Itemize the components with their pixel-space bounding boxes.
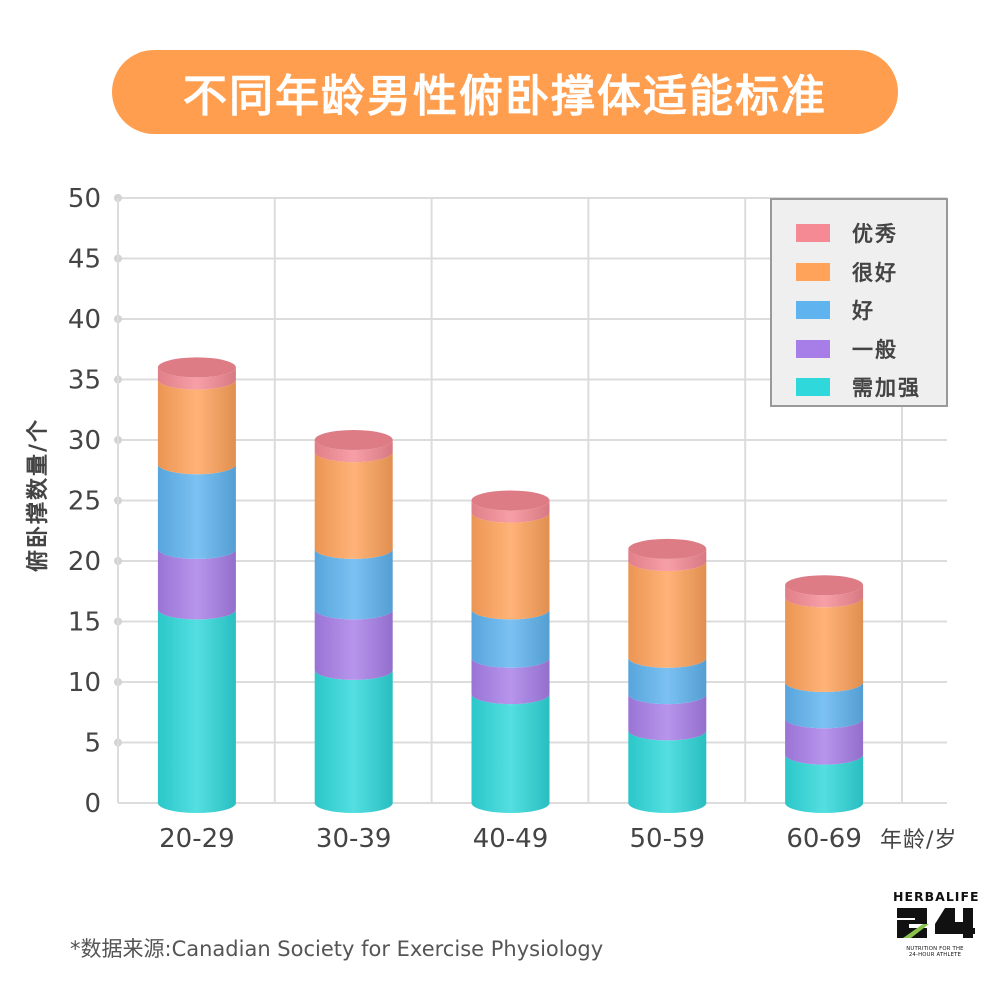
y-axis-ticks: 0 5 10 15 20 25 30 35 40 45 50 (68, 184, 101, 819)
bar-cap (157, 357, 236, 378)
y-tick-label: 50 (68, 184, 101, 214)
bar-cap (471, 490, 550, 511)
legend-label: 很好 (852, 260, 898, 285)
bar-segment-好 (628, 657, 707, 705)
bars (157, 357, 864, 813)
bar-segment-一般 (314, 609, 393, 680)
legend-swatch (796, 301, 830, 320)
bar-segment-很好 (157, 379, 236, 475)
legend-label: 需加强 (852, 376, 921, 401)
legend-label: 好 (852, 299, 875, 324)
bar-segment-好 (785, 682, 864, 729)
bar-segment-优秀 (157, 367, 236, 390)
herbalife24-logo: HERBALIFE NUTRITION FOR THE 24-HOUR ATHL… (893, 889, 980, 959)
x-axis-title: 年龄/岁 (880, 828, 957, 853)
legend-item: 一般 (796, 330, 946, 369)
bar-segment-优秀 (314, 440, 393, 463)
logo-tagline-2: 24-HOUR ATHLETE (908, 952, 962, 958)
y-tick-label: 25 (68, 487, 101, 517)
bar-20-29 (157, 357, 236, 813)
bar-segment-需加强 (785, 754, 864, 813)
bar-cap (628, 538, 707, 559)
bar-segment-一般 (628, 694, 707, 741)
legend-item: 很好 (796, 253, 946, 292)
bar-segment-优秀 (471, 500, 550, 523)
title-banner: 不同年龄男性俯卧撑体适能标准 (112, 50, 898, 134)
legend: 优秀很好好一般需加强 (770, 198, 948, 407)
bar-segment-一般 (157, 548, 236, 620)
bar-segment-需加强 (314, 669, 393, 813)
legend-swatch (796, 378, 830, 397)
x-tick-label: 20-29 (159, 824, 235, 854)
bar-segment-需加强 (157, 609, 236, 813)
bar-segment-好 (314, 548, 393, 620)
bar-segment-很好 (628, 561, 707, 668)
logo-brand: HERBALIFE (893, 889, 980, 904)
bar-segment-优秀 (628, 548, 707, 571)
bar-segment-很好 (471, 512, 550, 620)
y-tick-label: 30 (68, 426, 101, 456)
bar-segment-好 (157, 464, 236, 559)
data-source-note: *数据来源:Canadian Society for Exercise Phys… (70, 937, 604, 961)
legend-item: 好 (796, 291, 946, 330)
bar-segment-好 (471, 609, 550, 668)
y-axis-title: 俯卧撑数量/个 (26, 417, 52, 573)
legend-swatch (796, 262, 830, 281)
x-tick-label: 30-39 (316, 824, 392, 854)
y-tick-label: 35 (68, 366, 101, 396)
x-tick-label: 60-69 (786, 824, 862, 854)
y-tick-label: 10 (68, 668, 101, 698)
x-tick-label: 40-49 (473, 824, 549, 854)
y-tick-label: 45 (68, 245, 101, 275)
y-tick-label: 5 (84, 729, 101, 759)
x-tick-label: 50-59 (630, 824, 706, 854)
x-axis-labels: 20-29 30-39 40-49 50-59 60-69 (159, 824, 862, 854)
y-tick-label: 0 (84, 789, 101, 819)
chart-title: 不同年龄男性俯卧撑体适能标准 (183, 71, 827, 122)
legend-item: 优秀 (796, 214, 946, 253)
y-tick-label: 40 (68, 305, 101, 335)
bar-50-59 (628, 538, 707, 813)
legend-label: 优秀 (852, 222, 898, 247)
legend-swatch (796, 224, 830, 243)
logo-tagline-1: NUTRITION FOR THE (906, 946, 964, 952)
y-tick-label: 15 (68, 608, 101, 638)
y-tick-label: 20 (68, 547, 101, 577)
bar-segment-很好 (314, 452, 393, 559)
legend-item: 需加强 (796, 368, 946, 407)
bar-cap (314, 430, 393, 450)
y-axis-title-wrap: 俯卧撑数量/个 (18, 390, 54, 600)
logo-24-mark (897, 908, 975, 938)
bar-60-69 (785, 575, 864, 813)
bar-segment-优秀 (785, 585, 864, 608)
bar-segment-很好 (785, 597, 864, 693)
bar-segment-需加强 (471, 694, 550, 813)
bar-30-39 (314, 430, 393, 813)
bar-segment-需加强 (628, 730, 707, 813)
legend-swatch (796, 339, 830, 358)
bar-segment-一般 (471, 657, 550, 705)
legend-label: 一般 (852, 337, 898, 362)
bar-segment-一般 (785, 718, 864, 765)
bar-cap (785, 575, 864, 596)
bar-40-49 (471, 490, 550, 813)
